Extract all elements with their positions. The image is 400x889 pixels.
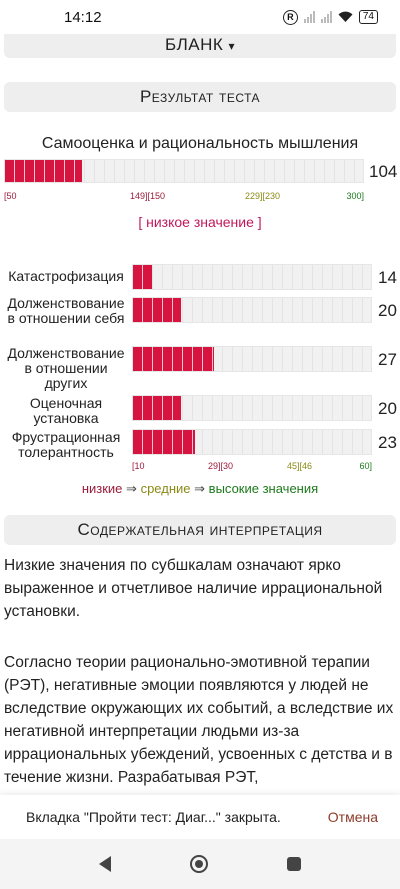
blank-title: Бланк	[164, 35, 224, 54]
sub-tick-2: 45][46	[287, 461, 313, 471]
status-icons: R 74	[282, 9, 378, 25]
blank-header[interactable]: Бланк ▾	[4, 34, 396, 58]
main-tick-2: 229][230	[245, 191, 281, 201]
back-icon[interactable]	[99, 856, 112, 872]
main-scale-title: Самооценка и рациональность мышления	[41, 135, 359, 152]
legend-arrow-icon: ⇒	[126, 481, 137, 496]
result-title: Результат теста	[139, 87, 261, 106]
subscale-score-1: 20	[378, 301, 397, 320]
subscale-bar-1	[132, 297, 372, 323]
subscale-bar-fill-4	[133, 430, 195, 454]
subscale-score-3: 20	[378, 399, 397, 418]
interpretation-title: Содержательная интерпретация	[77, 520, 323, 539]
main-scale-bar-fill	[5, 160, 83, 182]
main-tick-1: 149][150	[130, 191, 166, 201]
subscale-label-4: Фрустрационная толерантность	[11, 429, 121, 460]
subscale-bar-fill-3	[133, 396, 181, 420]
battery-icon: 74	[358, 10, 378, 24]
level-label: [ низкое значение ]	[138, 214, 262, 230]
chevron-down-icon: ▾	[228, 39, 236, 53]
wifi-icon	[338, 11, 353, 22]
undo-button[interactable]: Отмена	[327, 809, 378, 825]
subscale-bar-fill-1	[133, 298, 181, 322]
signal-icon	[303, 11, 315, 23]
r-badge-icon: R	[282, 9, 298, 25]
legend-mid: средние	[140, 481, 191, 496]
status-bar: 14:12 R 74	[0, 0, 400, 34]
main-tick-3: 300]	[346, 191, 364, 201]
sub-tick-3: 60]	[359, 461, 372, 471]
subscale-score-4: 23	[378, 433, 397, 452]
subscale-bar-fill-0	[133, 265, 153, 289]
subscale-ticks: [10 29][30 45][46 60]	[132, 461, 372, 473]
main-score: 104	[369, 162, 398, 181]
result-header[interactable]: Результат теста	[4, 82, 396, 112]
legend-arrow-icon-2: ⇒	[194, 481, 206, 496]
main-ticks: [50 149][150 229][230 300]	[4, 191, 364, 203]
interpretation-header[interactable]: Содержательная интерпретация	[4, 515, 396, 545]
subscale-bar-fill-2	[133, 347, 214, 371]
interpretation-paragraph-2: Согласно теории рационально-эмотивной те…	[4, 654, 394, 786]
subscale-score-0: 14	[378, 268, 397, 287]
home-icon[interactable]	[189, 855, 208, 873]
tab-closed-toast: Вкладка "Пройти тест: Диаг..." закрыта. …	[0, 795, 400, 839]
sub-tick-1: 29][30	[208, 461, 234, 471]
navigation-bar	[0, 839, 400, 889]
interpretation-paragraph-1: Низкие значения по субшкалам означают яр…	[4, 557, 383, 620]
subscale-score-2: 27	[378, 350, 397, 369]
main-scale-bar	[4, 159, 364, 183]
sub-tick-0: [10	[132, 461, 145, 471]
recent-apps-icon[interactable]	[286, 857, 301, 871]
subscale-label-0: Катастрофизация	[8, 268, 124, 284]
subscale-label-3: Оценочная установка	[29, 395, 103, 426]
signal-icon-2	[320, 11, 332, 23]
subscale-bar-4	[132, 429, 372, 455]
subscale-bar-3	[132, 395, 372, 421]
toast-message: Вкладка "Пройти тест: Диаг..." закрыта.	[26, 809, 281, 825]
subscale-bar-2	[132, 346, 372, 372]
legend: низкие ⇒ средние ⇒ высокие значения	[0, 481, 400, 497]
main-tick-0: [50	[4, 191, 17, 201]
subscale-label-2: Долженствование в отношении других	[7, 345, 125, 391]
subscale-bar-0	[132, 264, 372, 290]
subscale-label-1: Долженствование в отношении себя	[7, 295, 125, 326]
legend-high: высокие значения	[208, 481, 319, 496]
legend-low: низкие	[81, 481, 123, 496]
status-time: 14:12	[64, 8, 102, 26]
